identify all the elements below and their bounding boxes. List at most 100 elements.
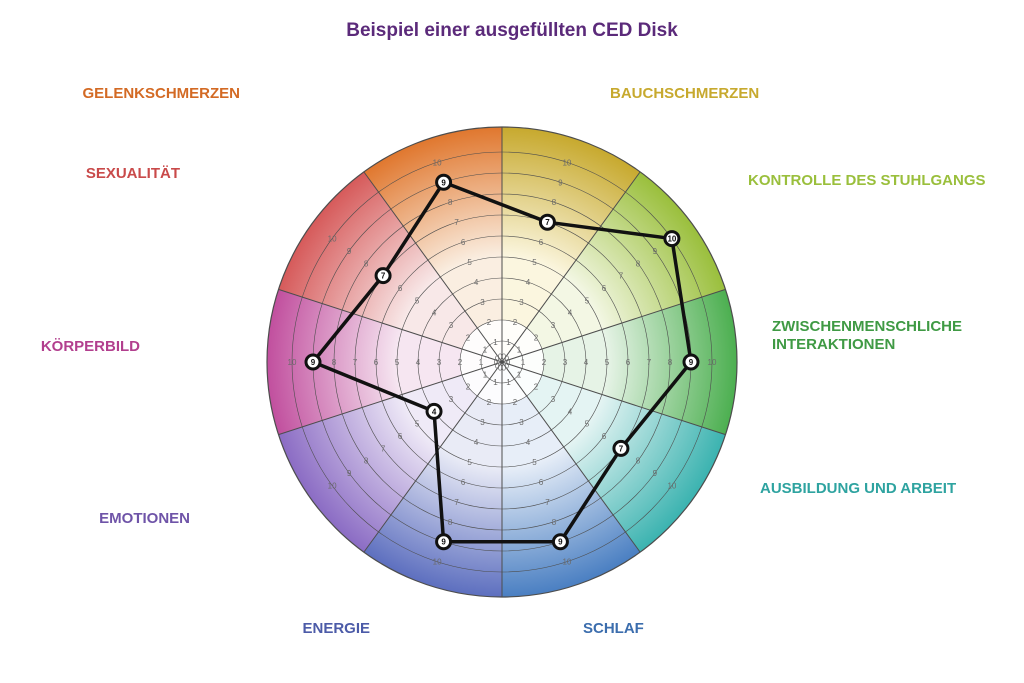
data-marker-value: 4 [432, 407, 437, 416]
ring-number: 1 [483, 346, 488, 355]
ring-number: 8 [364, 259, 369, 268]
segment-label: BAUCHSCHMERZEN [610, 85, 759, 103]
ring-number: 8 [364, 457, 369, 466]
ring-number: 3 [437, 358, 442, 367]
ring-number: 4 [526, 278, 531, 287]
ring-number: 7 [454, 218, 459, 227]
ring-number: 8 [448, 198, 453, 207]
data-marker-value: 10 [667, 235, 676, 244]
ring-number: 1 [493, 338, 498, 347]
ring-number: 1 [517, 346, 522, 355]
ring-number: 6 [602, 432, 607, 441]
ring-number: 7 [647, 358, 652, 367]
ring-number: 3 [480, 418, 485, 427]
ring-number: 3 [551, 321, 556, 330]
segment-label: EMOTIONEN [99, 510, 190, 528]
ring-number: 10 [433, 158, 442, 167]
ring-number: 3 [449, 395, 454, 404]
ring-number: 7 [381, 444, 386, 453]
ring-number: 2 [487, 318, 492, 327]
ring-number: 6 [539, 238, 544, 247]
ring-number: 10 [328, 481, 337, 490]
ring-number: 1 [483, 370, 488, 379]
ring-number: 1 [493, 378, 498, 387]
segment-label: GELENKSCHMERZEN [82, 85, 240, 103]
data-marker-value: 9 [441, 538, 446, 547]
ring-number: 5 [395, 358, 400, 367]
ring-number: 3 [480, 298, 485, 307]
ring-number: 5 [415, 296, 420, 305]
ring-number: 6 [539, 478, 544, 487]
ring-number: 2 [513, 318, 518, 327]
segment-label: SCHLAF [583, 620, 644, 638]
ring-number: 7 [454, 498, 459, 507]
data-marker-value: 9 [311, 358, 316, 367]
ring-number: 10 [667, 481, 676, 490]
ring-number: 9 [347, 469, 352, 478]
ring-number: 8 [552, 518, 557, 527]
ring-number: 1 [517, 370, 522, 379]
ring-number: 2 [466, 383, 471, 392]
data-marker-value: 9 [558, 538, 563, 547]
data-marker-value: 7 [619, 444, 624, 453]
ring-number: 3 [563, 358, 568, 367]
ring-number: 0 [498, 352, 503, 361]
ring-number: 2 [513, 398, 518, 407]
ring-number: 5 [467, 458, 472, 467]
ring-number: 10 [288, 358, 297, 367]
data-marker-value: 9 [441, 178, 446, 187]
ring-number: 8 [448, 518, 453, 527]
ring-number: 5 [532, 458, 537, 467]
segment-label: ENERGIE [302, 620, 370, 638]
ring-number: 7 [619, 272, 624, 281]
ring-number: 8 [636, 457, 641, 466]
ring-number: 4 [526, 438, 531, 447]
chart-title: Beispiel einer ausgefüllten CED Disk [0, 20, 1024, 42]
segment-label: SEXUALITÄT [86, 165, 180, 183]
segment-label: ZWISCHENMENSCHLICHEINTERAKTIONEN [772, 318, 992, 354]
ring-number: 0 [502, 364, 507, 373]
ring-number: 1 [506, 378, 511, 387]
ring-number: 2 [487, 398, 492, 407]
data-marker-value: 7 [545, 218, 550, 227]
ring-number: 2 [458, 358, 463, 367]
ring-number: 3 [449, 321, 454, 330]
ring-number: 2 [534, 383, 539, 392]
ring-number: 1 [506, 338, 511, 347]
ring-number: 1 [479, 358, 484, 367]
ring-number: 6 [602, 284, 607, 293]
ring-number: 10 [328, 235, 337, 244]
ring-number: 5 [585, 296, 590, 305]
ring-number: 8 [332, 358, 337, 367]
chart-root: { "title": { "text": "Beispiel einer aus… [0, 0, 1024, 683]
ring-number: 1 [521, 358, 526, 367]
ring-number: 9 [347, 247, 352, 256]
ring-number: 2 [542, 358, 547, 367]
ring-number: 10 [562, 558, 571, 567]
ring-number: 10 [562, 158, 571, 167]
ring-number: 6 [398, 284, 403, 293]
ring-number: 5 [415, 420, 420, 429]
segment-label: KÖRPERBILD [41, 338, 140, 356]
ring-number: 4 [474, 438, 479, 447]
segment-label: KONTROLLE DES STUHLGANGS [748, 172, 986, 190]
ring-number: 8 [552, 198, 557, 207]
ring-number: 2 [466, 333, 471, 342]
ring-number: 5 [585, 420, 590, 429]
ring-number: 5 [467, 258, 472, 267]
ring-number: 6 [374, 358, 379, 367]
ring-number: 4 [584, 358, 589, 367]
ring-number: 4 [568, 309, 573, 318]
ring-number: 4 [568, 407, 573, 416]
segment-label: AUSBILDUNG UND ARBEIT [760, 480, 956, 498]
ring-number: 9 [653, 247, 658, 256]
ring-number: 3 [551, 395, 556, 404]
ring-number: 7 [545, 498, 550, 507]
ring-number: 6 [461, 478, 466, 487]
ring-number: 7 [353, 358, 358, 367]
ring-number: 6 [398, 432, 403, 441]
ring-number: 9 [558, 178, 563, 187]
ring-number: 4 [416, 358, 421, 367]
ring-number: 10 [708, 358, 717, 367]
ring-number: 8 [668, 358, 673, 367]
